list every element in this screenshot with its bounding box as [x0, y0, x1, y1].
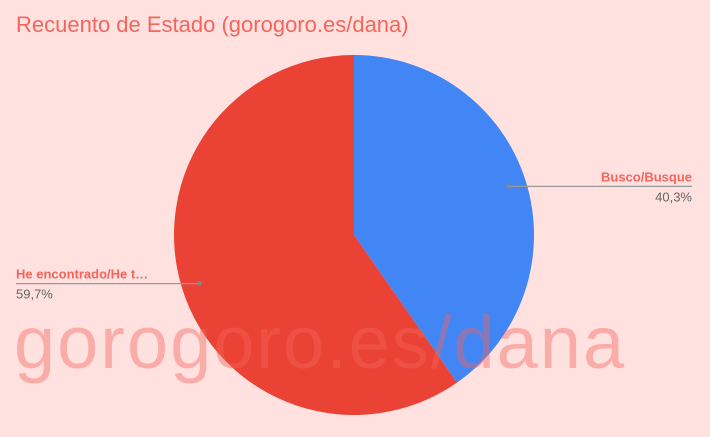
- slice-label-2: He encontrado/He t…: [16, 267, 148, 282]
- chart-title: Recuento de Estado (gorogoro.es/dana): [16, 12, 409, 37]
- pie-slice-1[interactable]: [354, 55, 534, 383]
- leader-dot-1: [506, 184, 511, 189]
- pie-slice-2[interactable]: [173, 55, 458, 416]
- watermark: gorogoro.es/dana: [14, 301, 627, 384]
- slice-percent-1: 40,3%: [655, 189, 692, 204]
- leader-dot-2: [197, 281, 202, 286]
- slice-label-1: Busco/Busque: [601, 169, 692, 184]
- slice-percent-2: 59,7%: [16, 287, 53, 302]
